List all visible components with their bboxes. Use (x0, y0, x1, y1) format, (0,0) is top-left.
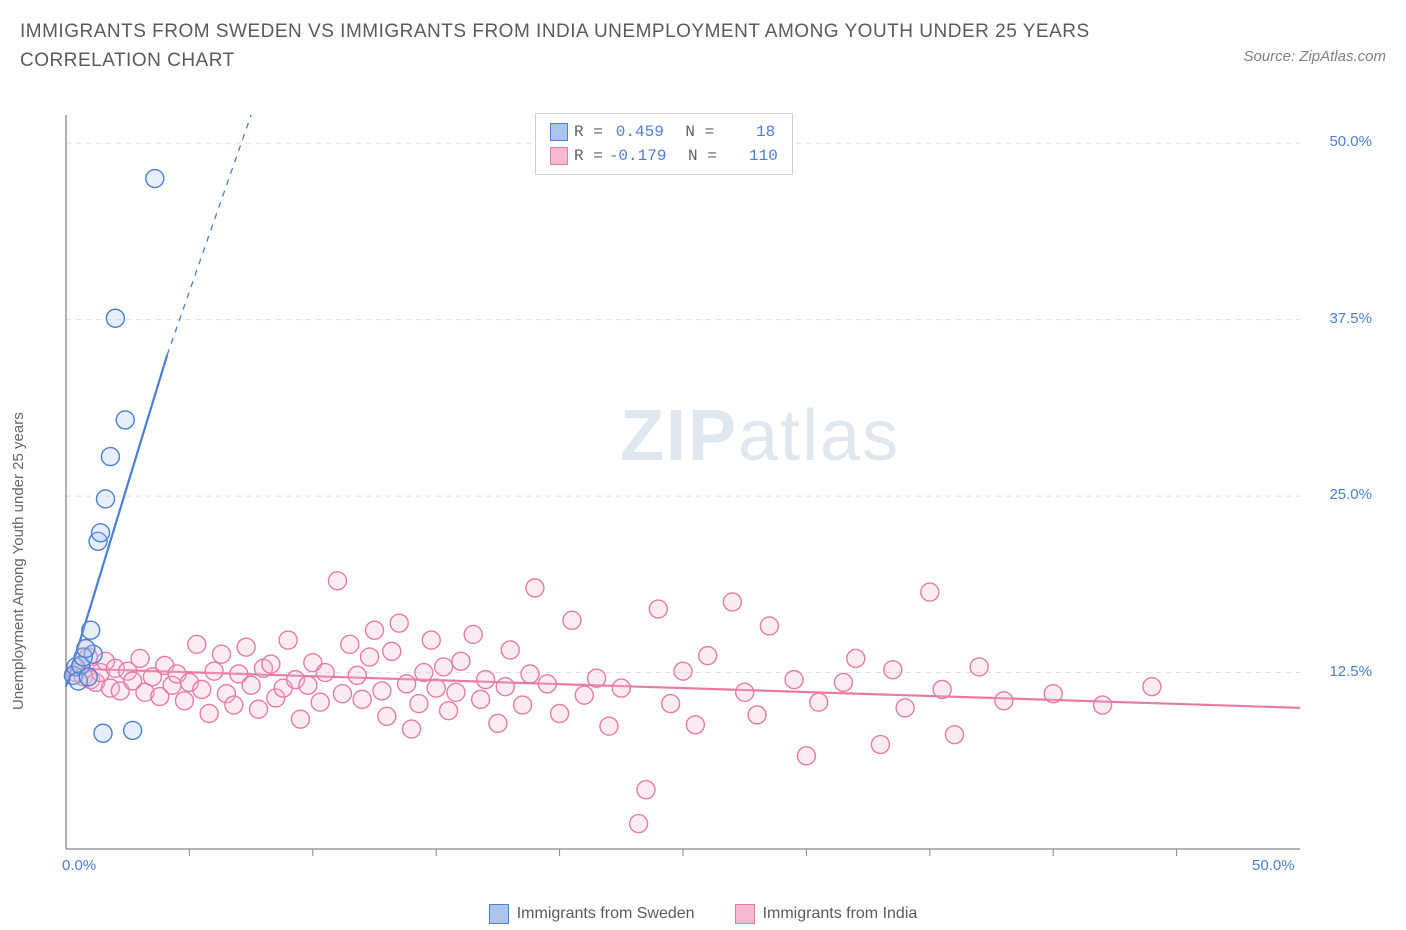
stats-n-label: N = (688, 144, 717, 168)
stats-n-value-sweden: 18 (720, 120, 775, 144)
chart-title: IMMIGRANTS FROM SWEDEN VS IMMIGRANTS FRO… (20, 18, 1170, 75)
legend-label-sweden: Immigrants from Sweden (517, 905, 695, 923)
scatter-plot (60, 115, 1380, 875)
chart-area: ZIPatlas R = 0.459 N = 18 R = -0.179 N =… (60, 115, 1380, 875)
stats-r-value-sweden: 0.459 (609, 120, 664, 144)
legend-label-india: Immigrants from India (763, 905, 918, 923)
y-tick-label: 12.5% (1329, 663, 1372, 680)
stats-n-label: N = (685, 120, 714, 144)
y-tick-label: 37.5% (1329, 310, 1372, 327)
stats-r-label: R = (574, 120, 603, 144)
stats-r-value-india: -0.179 (609, 144, 667, 168)
stats-swatch-sweden (550, 123, 568, 141)
stats-row-india: R = -0.179 N = 110 (550, 144, 778, 168)
stats-box: R = 0.459 N = 18 R = -0.179 N = 110 (535, 113, 793, 175)
y-tick-label: 25.0% (1329, 486, 1372, 503)
y-axis-label: Unemployment Among Youth under 25 years (10, 412, 27, 710)
legend-swatch-india (735, 904, 755, 924)
source-label: Source: ZipAtlas.com (1243, 18, 1386, 65)
legend-swatch-sweden (489, 904, 509, 924)
stats-row-sweden: R = 0.459 N = 18 (550, 120, 778, 144)
x-tick-label: 0.0% (62, 857, 96, 874)
stats-swatch-india (550, 147, 568, 165)
legend-item-india: Immigrants from India (735, 904, 918, 924)
x-tick-label: 50.0% (1252, 857, 1295, 874)
legend-item-sweden: Immigrants from Sweden (489, 904, 695, 924)
stats-r-label: R = (574, 144, 603, 168)
y-tick-label: 50.0% (1329, 133, 1372, 150)
stats-n-value-india: 110 (723, 144, 778, 168)
header: IMMIGRANTS FROM SWEDEN VS IMMIGRANTS FRO… (0, 0, 1406, 81)
bottom-legend: Immigrants from Sweden Immigrants from I… (0, 904, 1406, 924)
